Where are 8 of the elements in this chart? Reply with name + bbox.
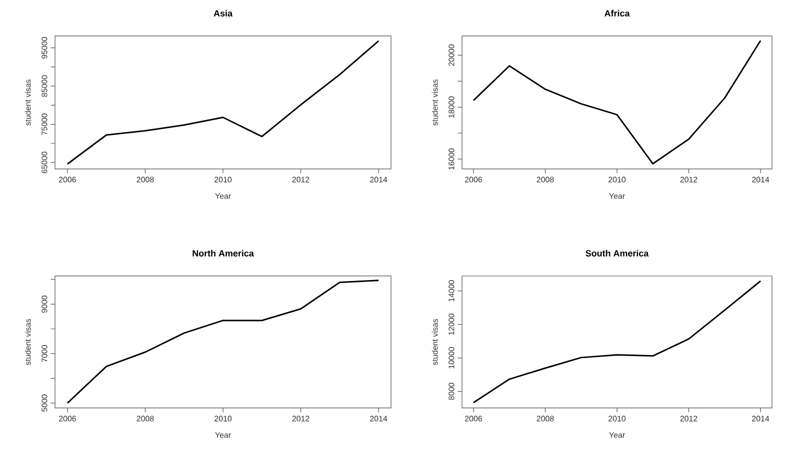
- line-series: [472, 280, 762, 404]
- chart-title: North America: [192, 250, 254, 256]
- line-series: [66, 280, 380, 404]
- chart-title: Africa: [604, 10, 630, 16]
- chart-title: South America: [586, 250, 649, 256]
- line-series: [472, 40, 762, 165]
- line-series: [66, 40, 380, 165]
- chart-title: Asia: [214, 10, 233, 16]
